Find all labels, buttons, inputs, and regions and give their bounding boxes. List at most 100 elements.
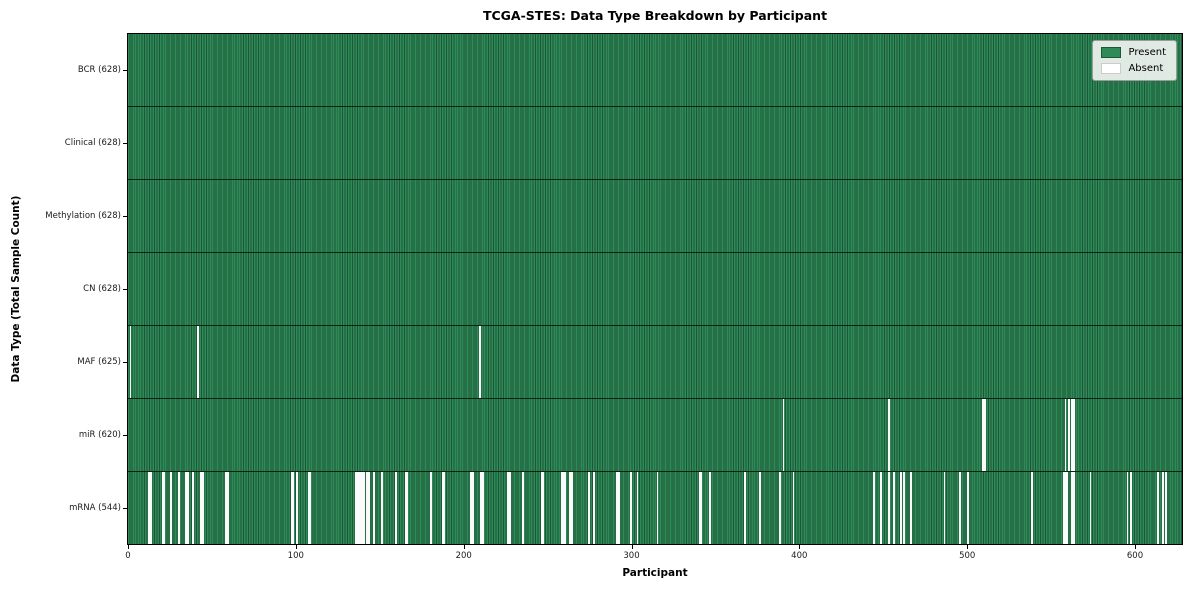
absent-mark [900, 472, 902, 544]
absent-mark [1067, 399, 1070, 471]
absent-mark [362, 472, 365, 544]
ytick-mark [123, 434, 127, 436]
absent-mark [656, 472, 659, 544]
absent-mark [404, 472, 407, 544]
xtick-label-500: 500 [959, 551, 976, 561]
ytick-label-mir: miR (620) [78, 429, 121, 440]
ytick-mark [123, 216, 127, 218]
absent-mark [587, 472, 590, 544]
plot-area: Present Absent [127, 33, 1183, 545]
row-methylation [128, 179, 1182, 252]
ytick-label-clinical: Clinical (628) [64, 138, 121, 149]
absent-mark [569, 472, 572, 544]
ytick-mark [123, 361, 127, 363]
xtick-label-200: 200 [455, 551, 472, 561]
legend-label-absent: Absent [1128, 63, 1164, 74]
absent-mark [943, 472, 946, 544]
absent-mark [185, 472, 187, 544]
xtick-label-400: 400 [791, 551, 808, 561]
xtick-label-0: 0 [125, 551, 131, 561]
absent-mark [903, 472, 906, 544]
absent-mark [1030, 472, 1033, 544]
absent-mark [1126, 472, 1129, 544]
absent-mark [571, 472, 573, 544]
absent-mark [1156, 472, 1159, 544]
row-mir [128, 398, 1182, 471]
absent-mark [1165, 472, 1168, 544]
absent-mark [227, 472, 229, 544]
absent-mark [191, 472, 194, 544]
absent-mark [893, 472, 896, 544]
absent-mark [361, 472, 364, 544]
absent-mark [629, 472, 632, 544]
legend-item-absent: Absent [1101, 63, 1166, 74]
absent-mark [592, 472, 595, 544]
absent-mark [196, 326, 199, 398]
legend-label-present: Present [1128, 47, 1166, 58]
absent-mark [406, 472, 409, 544]
x-axis-label: Participant [622, 567, 688, 579]
row-mrna [128, 471, 1182, 544]
absent-mark [482, 472, 484, 544]
absent-mark [1072, 399, 1075, 471]
xtick-mark [295, 545, 297, 549]
absent-mark [564, 472, 567, 544]
absent-mark [983, 399, 986, 471]
absent-mark [1161, 472, 1164, 544]
absent-mark [200, 472, 202, 544]
xtick-mark [631, 545, 633, 549]
absent-mark [381, 472, 384, 544]
absent-mark [186, 472, 189, 544]
absent-mark [1072, 472, 1075, 544]
xtick-mark [1135, 545, 1136, 549]
absent-mark [356, 472, 359, 544]
ytick-label-methylation: Methylation (628) [45, 211, 121, 222]
absent-mark [561, 472, 563, 544]
absent-mark [616, 472, 619, 544]
ytick-mark [123, 507, 127, 509]
absent-mark [782, 399, 785, 471]
absent-mark [1129, 472, 1132, 544]
absent-mark [636, 472, 639, 544]
ytick-mark [123, 70, 127, 72]
absent-mark [163, 472, 166, 544]
row-maf [128, 325, 1182, 398]
absent-mark [792, 472, 795, 544]
chart-title: TCGA-STES: Data Type Breakdown by Partic… [482, 8, 828, 23]
absent-mark [430, 472, 432, 544]
absent-mark [290, 472, 293, 544]
xtick-mark [967, 545, 969, 549]
absent-mark [759, 472, 761, 544]
absent-mark [178, 472, 181, 544]
absent-mark [618, 472, 620, 544]
absent-mark [562, 472, 565, 544]
xtick-mark [463, 545, 465, 549]
absent-mark [357, 472, 360, 544]
legend: Present Absent [1092, 40, 1177, 81]
absent-mark [507, 472, 510, 544]
absent-swatch [1101, 63, 1122, 74]
absent-mark [522, 472, 525, 544]
absent-mark [480, 472, 483, 544]
ytick-mark [123, 143, 127, 145]
ytick-label-maf: MAF (625) [77, 356, 121, 367]
absent-mark [873, 472, 875, 544]
ytick-mark [123, 289, 127, 290]
xtick-label-300: 300 [623, 551, 640, 561]
present-swatch [1101, 47, 1122, 58]
absent-mark [472, 472, 474, 544]
ytick-label-mrna: mRNA (544) [69, 502, 121, 513]
absent-mark [1089, 472, 1092, 544]
absent-mark [470, 472, 473, 544]
xtick-mark [128, 545, 129, 549]
absent-mark [1064, 399, 1067, 471]
row-clinical [128, 106, 1182, 179]
absent-mark [292, 472, 295, 544]
absent-mark [443, 472, 446, 544]
absent-mark [700, 472, 703, 544]
absent-mark [373, 472, 375, 544]
xtick-label-100: 100 [287, 551, 304, 561]
absent-mark [888, 399, 891, 471]
absent-mark [1062, 472, 1065, 544]
